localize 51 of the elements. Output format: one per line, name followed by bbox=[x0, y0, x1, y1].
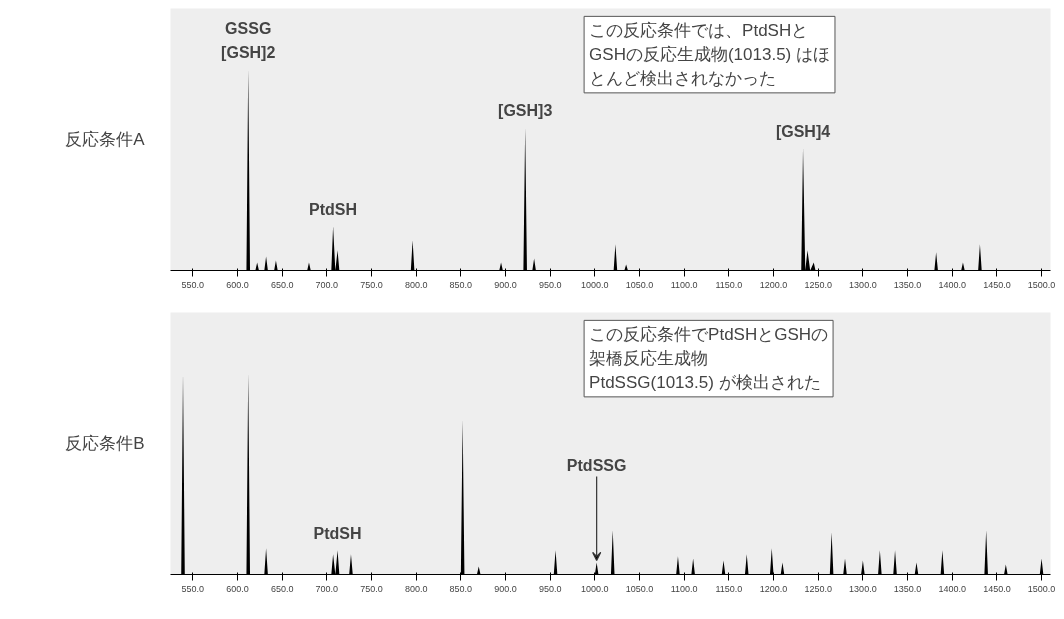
x-tick-label: 650.0 bbox=[270, 279, 294, 290]
x-tick-label: 1050.0 bbox=[625, 583, 654, 594]
x-tick-label: 1250.0 bbox=[804, 583, 832, 594]
x-tick-label: 1100.0 bbox=[670, 583, 698, 594]
x-tick-label: 1300.0 bbox=[849, 583, 877, 594]
x-tick-label: 1200.0 bbox=[759, 583, 788, 594]
annotation: [GSH]3 bbox=[498, 102, 553, 120]
x-tick-label: 1500.0 bbox=[1027, 583, 1056, 594]
x-tick-label: 1250.0 bbox=[804, 279, 832, 290]
x-tick-label: 550.0 bbox=[181, 279, 205, 290]
x-tick-label: 900.0 bbox=[494, 583, 517, 594]
annotation: PtdSSG bbox=[566, 457, 627, 475]
annotation: この反応条件でPtdSHとGSHの架橋反応生成物PtdSSG(1013.5) が検出された bbox=[589, 325, 829, 392]
x-tick-label: 1400.0 bbox=[938, 279, 966, 290]
y-axis-title: 反応条件B bbox=[65, 434, 145, 453]
x-tick-label: 1150.0 bbox=[715, 583, 743, 594]
x-tick-label: 950.0 bbox=[538, 583, 562, 594]
annotation: [GSH]4 bbox=[775, 122, 831, 140]
x-tick-label: 1400.0 bbox=[938, 583, 966, 594]
x-tick-label: 1050.0 bbox=[625, 279, 654, 290]
annotation: [GSH]2 bbox=[221, 43, 276, 61]
x-tick-label: 950.0 bbox=[538, 279, 562, 290]
x-tick-label: 600.0 bbox=[226, 279, 249, 290]
x-tick-label: 650.0 bbox=[270, 583, 294, 594]
x-tick-label: 1000.0 bbox=[581, 279, 609, 290]
x-tick-label: 1450.0 bbox=[983, 279, 1011, 290]
x-tick-label: 1350.0 bbox=[893, 583, 922, 594]
x-tick-label: 750.0 bbox=[360, 279, 383, 290]
x-tick-label: 700.0 bbox=[315, 279, 339, 290]
x-tick-label: 550.0 bbox=[181, 583, 205, 594]
x-tick-label: 1450.0 bbox=[983, 583, 1011, 594]
x-tick-label: 850.0 bbox=[449, 279, 473, 290]
annotation: この反応条件では、PtdSHとGSHの反応生成物(1013.5) はほとんど検出されなかった bbox=[589, 21, 830, 88]
x-tick-label: 600.0 bbox=[226, 583, 249, 594]
x-tick-label: 1150.0 bbox=[715, 279, 743, 290]
annotation: PtdSH bbox=[309, 201, 358, 219]
x-tick-label: 1300.0 bbox=[849, 279, 877, 290]
x-tick-label: 700.0 bbox=[315, 583, 339, 594]
annotation: GSSG bbox=[225, 19, 272, 37]
x-tick-label: 1000.0 bbox=[581, 583, 609, 594]
x-tick-label: 750.0 bbox=[360, 583, 383, 594]
x-tick-label: 800.0 bbox=[404, 583, 428, 594]
x-tick-label: 1100.0 bbox=[670, 279, 698, 290]
x-tick-label: 1500.0 bbox=[1027, 279, 1056, 290]
x-tick-label: 900.0 bbox=[494, 279, 517, 290]
annotation: PtdSH bbox=[313, 525, 362, 543]
y-axis-title: 反応条件A bbox=[65, 130, 146, 149]
x-tick-label: 800.0 bbox=[404, 279, 428, 290]
x-tick-label: 1350.0 bbox=[893, 279, 922, 290]
x-tick-label: 850.0 bbox=[449, 583, 473, 594]
x-tick-label: 1200.0 bbox=[759, 279, 788, 290]
